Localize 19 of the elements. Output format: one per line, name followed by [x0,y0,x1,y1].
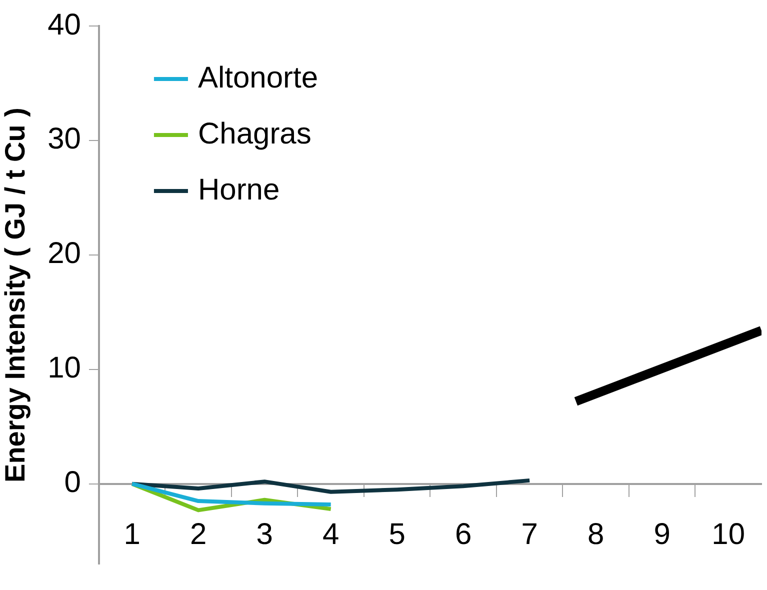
x-tick-label: 1 [124,518,140,552]
y-tick-label: 0 [64,466,81,500]
x-tick-label: 7 [521,518,538,552]
legend-label: Chagras [198,117,312,150]
x-tick-label: 5 [388,518,406,552]
legend-label: Horne [198,173,280,206]
x-tick-label: 8 [587,518,604,552]
x-tick-label: 9 [654,518,670,552]
x-tick-label: 6 [454,518,472,552]
x-tick-label: 3 [256,518,273,552]
legend-label: Altonorte [198,61,318,94]
y-tick-label: 10 [48,352,81,385]
y-axis-title: Energy Intensity ( GJ / t Cu ) [0,108,31,482]
x-tick-label: 2 [190,518,207,552]
x-tick-label: 4 [322,518,340,552]
y-tick-label: 40 [48,8,81,42]
y-tick-label: 20 [48,237,81,270]
x-tick-label: 10 [712,518,746,552]
y-tick-label: 30 [48,122,81,156]
